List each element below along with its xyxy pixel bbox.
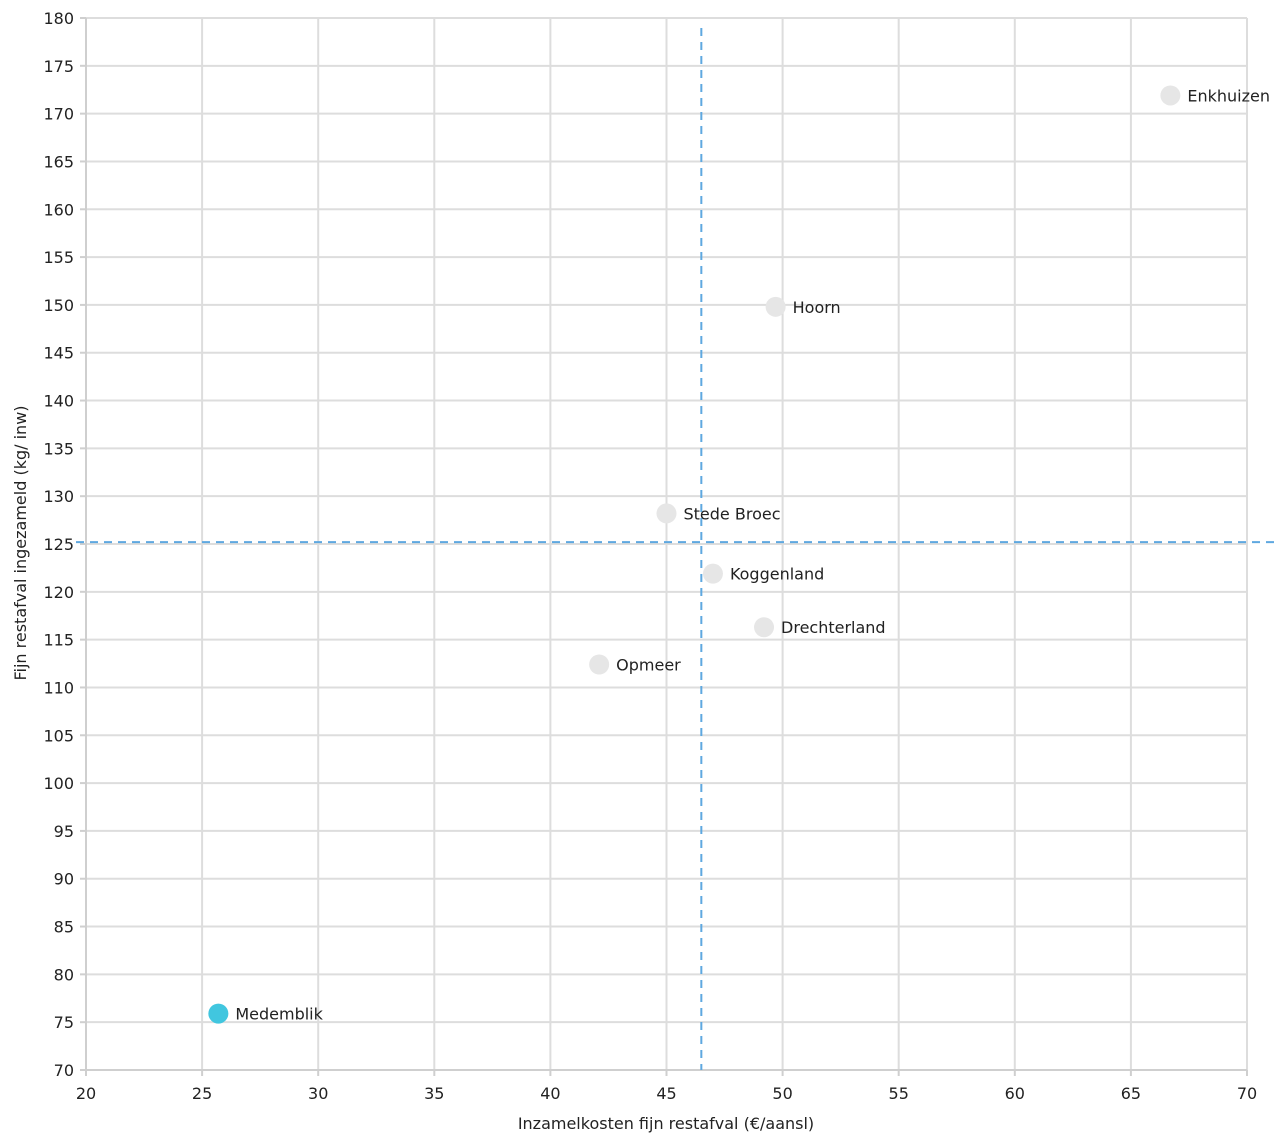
data-point-group: Opmeer — [589, 654, 681, 675]
y-tick-label: 125 — [43, 535, 74, 554]
data-point-group: Koggenland — [702, 563, 824, 584]
data-point-label: Koggenland — [730, 565, 824, 584]
y-tick-label: 90 — [54, 870, 74, 889]
data-point-label: Medemblik — [235, 1005, 323, 1024]
y-tick-label: 95 — [54, 822, 74, 841]
data-point-group: Stede Broec — [656, 503, 781, 524]
y-tick-label: 165 — [43, 152, 74, 171]
y-tick-label: 175 — [43, 57, 74, 76]
y-tick-label: 100 — [43, 774, 74, 793]
data-point[interactable] — [1160, 85, 1181, 106]
x-tick-label: 50 — [772, 1084, 792, 1103]
y-tick-label: 170 — [43, 105, 74, 124]
y-tick-label: 75 — [54, 1013, 74, 1032]
data-point[interactable] — [765, 296, 786, 317]
x-tick-label: 45 — [656, 1084, 676, 1103]
data-point-label: Drechterland — [781, 618, 886, 637]
data-point[interactable] — [589, 654, 610, 675]
x-tick-label: 30 — [308, 1084, 328, 1103]
x-tick-label: 20 — [76, 1084, 96, 1103]
reference-lines — [76, 28, 1280, 1070]
x-tick-label: 65 — [1121, 1084, 1141, 1103]
data-point-label: Enkhuizen — [1187, 86, 1270, 105]
y-tick-label: 130 — [43, 487, 74, 506]
y-tick-label: 70 — [54, 1061, 74, 1080]
data-point[interactable] — [702, 563, 723, 584]
y-tick-label: 85 — [54, 918, 74, 937]
x-tick-label: 55 — [889, 1084, 909, 1103]
x-tick-label: 25 — [192, 1084, 212, 1103]
data-point-group: Enkhuizen — [1160, 85, 1270, 106]
data-point[interactable] — [656, 503, 677, 524]
y-axis-title: Fijn restafval ingezameld (kg/ inw) — [11, 405, 30, 680]
y-tick-label: 80 — [54, 965, 74, 984]
y-tick-label: 160 — [43, 200, 74, 219]
x-tick-label: 70 — [1237, 1084, 1257, 1103]
grid-layer — [85, 17, 1248, 1071]
data-point-group: Medemblik — [208, 1003, 324, 1024]
y-tick-label: 120 — [43, 583, 74, 602]
data-point[interactable] — [754, 617, 775, 638]
data-point[interactable] — [208, 1003, 229, 1024]
y-tick-label: 140 — [43, 392, 74, 411]
axis-layer: 20 25 30 35 40 45 50 55 60 65 70 70 75 80 85 90 95 100 105… — [43, 9, 1257, 1103]
y-tick-label: 180 — [43, 9, 74, 28]
data-point-group: Drechterland — [754, 617, 886, 638]
y-tick-label: 155 — [43, 248, 74, 267]
y-tick-label: 150 — [43, 296, 74, 315]
y-tick-label: 105 — [43, 726, 74, 745]
y-tick-label: 110 — [43, 678, 74, 697]
x-tick-label: 60 — [1005, 1084, 1025, 1103]
data-point-group: Hoorn — [765, 296, 841, 317]
point-layer: Medemblik Enkhuizen Hoorn Stede Broec Koggen… — [208, 85, 1270, 1024]
data-point-label: Opmeer — [616, 656, 681, 675]
x-axis-title: Inzamelkosten fijn restafval (€/aansl) — [518, 1114, 814, 1133]
x-tick-label: 35 — [424, 1084, 444, 1103]
y-tick-label: 145 — [43, 344, 74, 363]
y-tick-label: 135 — [43, 439, 74, 458]
y-tick-label: 115 — [43, 631, 74, 650]
data-point-label: Hoorn — [793, 298, 841, 317]
data-point-label: Stede Broec — [684, 504, 781, 523]
x-tick-label: 40 — [540, 1084, 560, 1103]
